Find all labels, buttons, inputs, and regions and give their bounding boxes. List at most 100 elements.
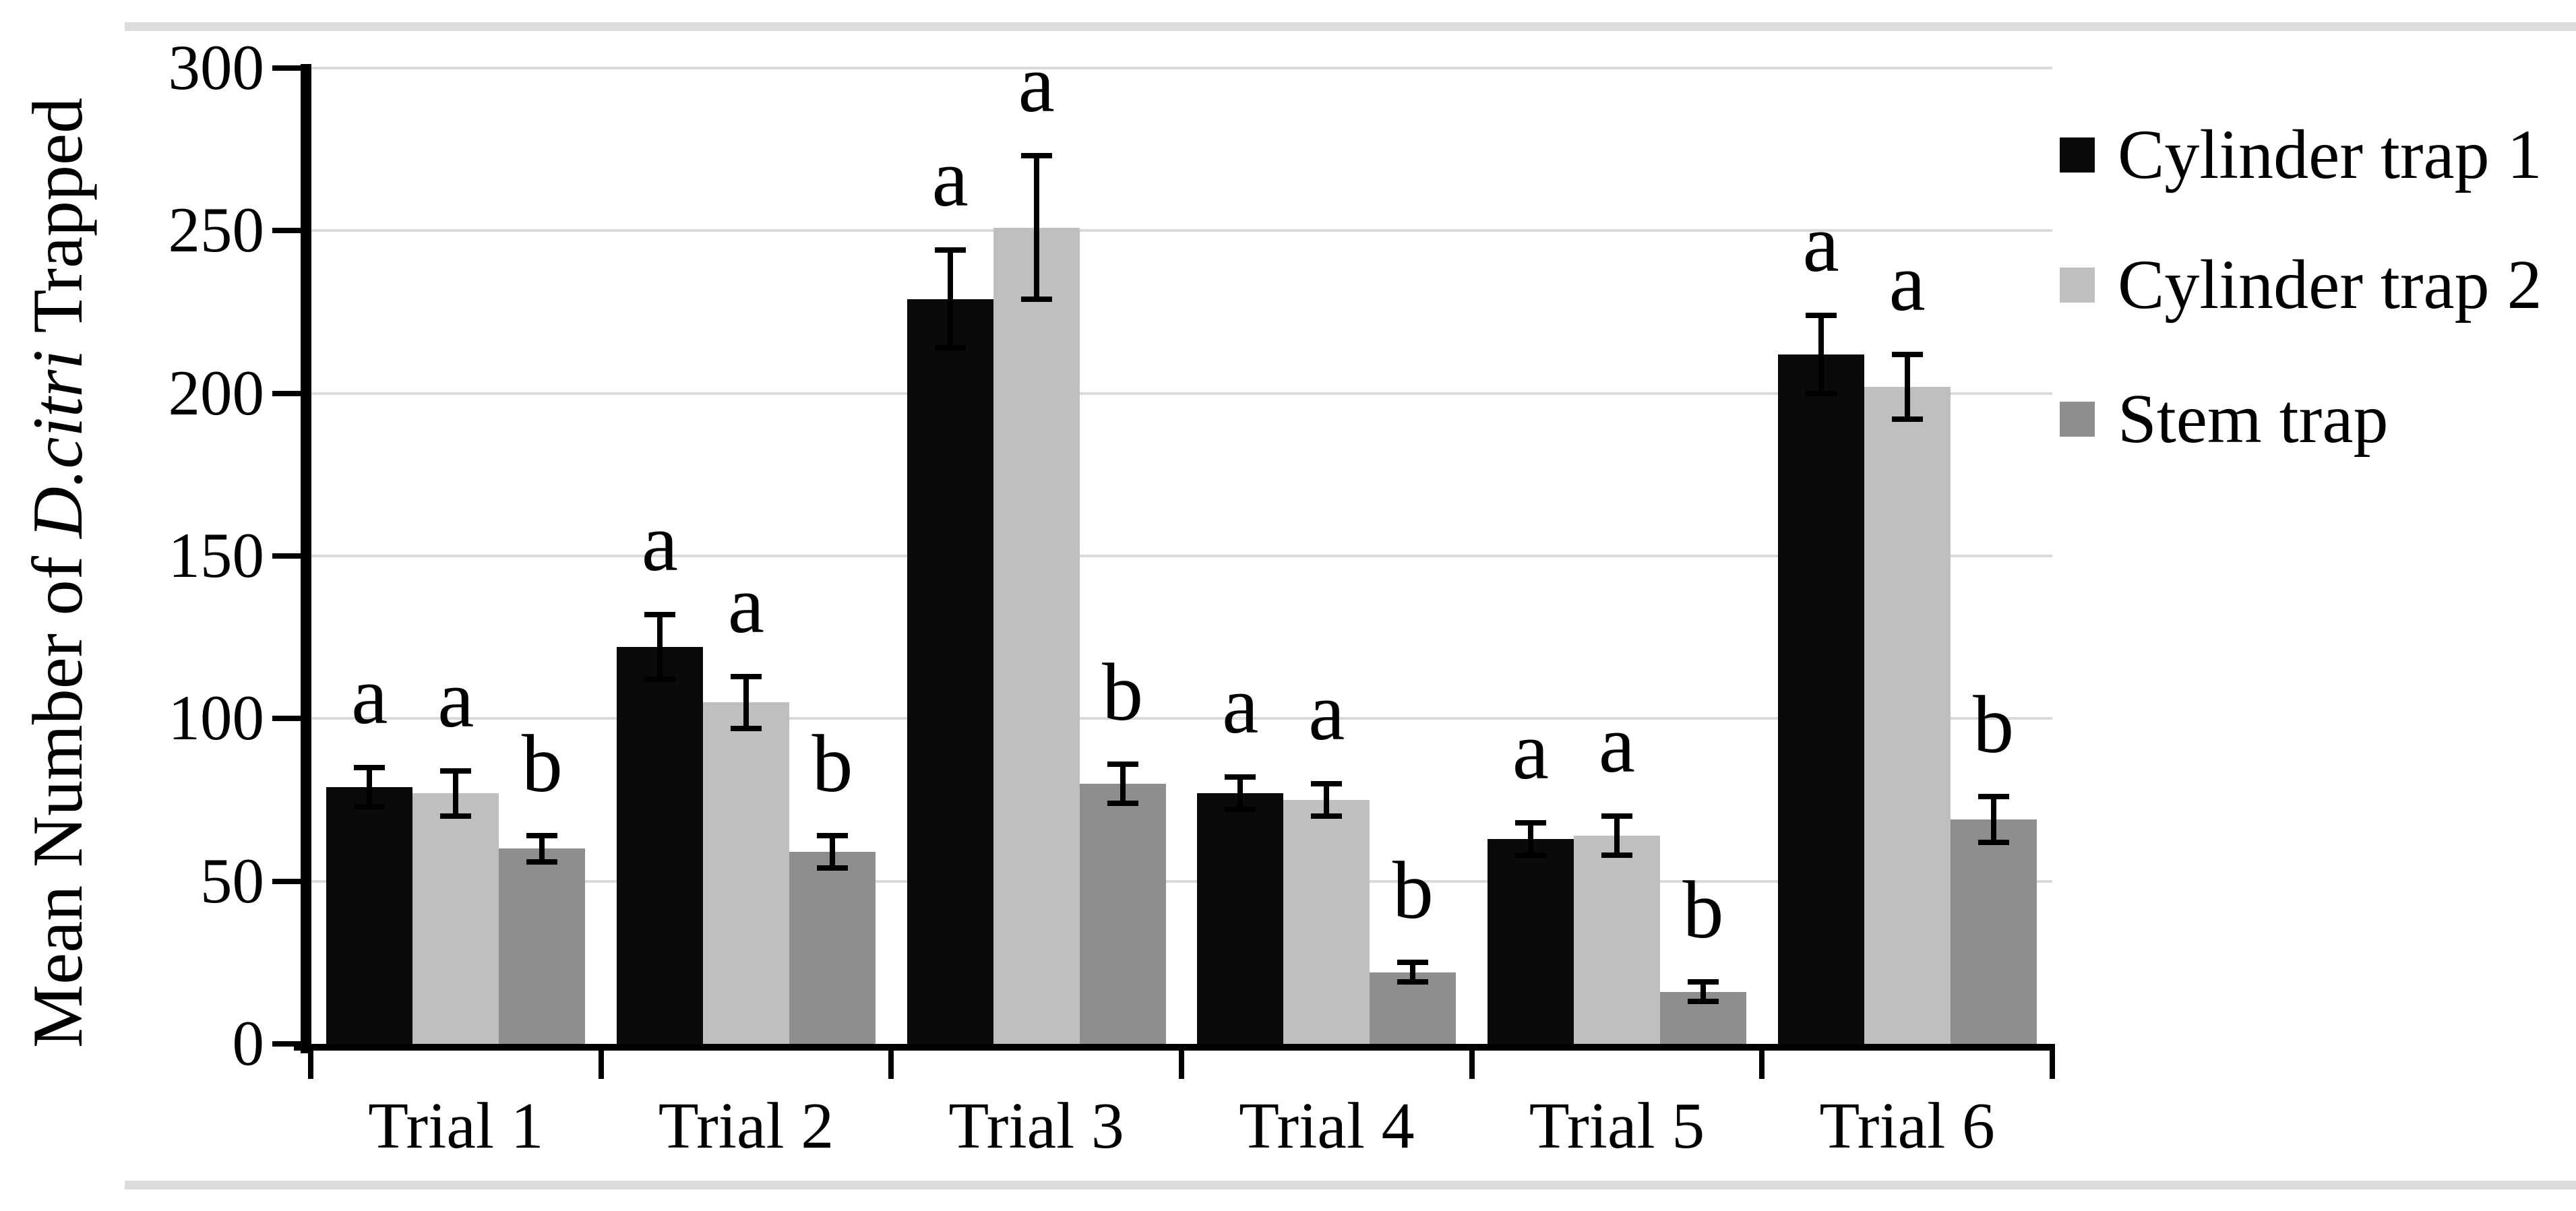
y-axis-tick [272,878,302,884]
error-bar-cap-top [934,247,966,253]
x-axis-tick [598,1051,604,1079]
bar [326,786,413,1044]
error-bar-cap-bottom [1397,979,1429,985]
error-bar-whisker [539,836,545,862]
error-bar-cap-top [1397,960,1429,966]
y-tick-label: 50 [200,844,264,917]
error-bar-cap-top [1225,774,1256,780]
error-bar-whisker [1700,982,1706,1002]
bar [1283,800,1370,1044]
error-bar-cap-top [1020,153,1052,159]
error-bar-cap-top [1977,794,2009,800]
bar [907,299,993,1044]
error-bar-cap-top [1805,312,1837,318]
error-bar-cap-bottom [1805,390,1837,396]
gridline-y-50 [311,879,2052,883]
error-bar-cap-bottom [526,859,558,865]
error-bar-cap-bottom [1225,807,1256,813]
error-bar-whisker [1990,797,1996,842]
legend-item: Stem trap [2060,379,2388,460]
y-axis-title-prefix: Mean Number of [18,538,97,1049]
significance-letter: b [1392,845,1434,937]
significance-letter: a [351,650,388,741]
error-bar-cap-bottom [731,725,762,731]
significance-letter: a [437,653,474,745]
error-bar-cap-top [731,673,762,679]
significance-letter: a [931,133,969,224]
significance-letter: a [1598,699,1636,790]
error-bar-whisker [453,770,459,817]
significance-letter: b [1682,865,1724,956]
x-axis-tick [1759,1051,1765,1079]
error-bar-cap-bottom [1020,296,1052,302]
y-axis-tick [272,65,302,71]
significance-letter: b [521,718,563,810]
error-bar-cap-top [1688,979,1719,985]
significance-letter: b [1973,679,2015,771]
x-category-label: Trial 5 [1529,1090,1705,1162]
error-bar-cap-top [1891,351,1923,357]
error-bar-cap-top [817,833,848,839]
error-bar-whisker [1818,315,1824,394]
bar [1950,819,2037,1044]
legend-label: Cylinder trap 2 [2118,246,2542,323]
y-tick-label: 300 [168,32,265,103]
significance-letter: a [641,497,679,588]
error-bar-whisker [1324,783,1330,817]
significance-letter: a [1889,237,1926,328]
error-bar-cap-bottom [1891,416,1923,423]
error-bar-cap-top [1107,761,1138,767]
significance-letter: b [811,718,853,810]
bar [412,793,499,1044]
page-edge-bottom [125,1181,2576,1189]
y-axis-tick [272,228,302,234]
gridline-y-100 [311,717,2052,720]
y-axis-line [301,64,311,1053]
x-category-label: Trial 1 [368,1090,544,1162]
error-bar-whisker [830,836,835,869]
x-category-label: Trial 6 [1819,1090,1995,1162]
x-axis-line [294,1044,2055,1051]
legend-label: Cylinder trap 1 [2118,116,2542,193]
error-bar-cap-top [526,833,558,839]
gridline-y-250 [311,229,2052,232]
error-bar-cap-top [1515,819,1546,826]
x-axis-tick [1179,1051,1184,1079]
error-bar-cap-top [440,768,472,774]
error-bar-cap-top [644,611,675,617]
significance-letter: b [1102,646,1144,738]
y-axis-tick [272,553,302,559]
error-bar-cap-bottom [1515,852,1546,859]
significance-letter: a [1802,197,1839,289]
error-bar-cap-bottom [1311,813,1343,819]
x-axis-tick [888,1051,894,1079]
x-category-label: Trial 4 [1239,1090,1415,1162]
gridline-y-200 [311,392,2052,395]
y-tick-label: 100 [168,682,265,754]
error-bar-cap-bottom [1107,800,1138,806]
significance-letter: a [1512,705,1550,797]
legend-item: Cylinder trap 1 [2060,115,2542,195]
error-bar-cap-bottom [1601,852,1632,859]
y-tick-label: 150 [168,520,265,591]
error-bar-cap-top [1601,813,1632,819]
x-axis-tick [2050,1051,2055,1079]
error-bar-cap-bottom [644,677,675,683]
bar [1079,783,1166,1044]
bar [1864,387,1951,1044]
error-bar-whisker [367,767,373,807]
significance-letter: a [727,559,765,650]
legend-label: Stem trap [2118,380,2389,458]
bar [703,702,789,1044]
error-bar-whisker [1410,962,1416,983]
significance-letter: a [1308,666,1345,757]
x-axis-tick [1469,1051,1475,1079]
error-bar-cap-top [354,764,386,770]
bar [1574,836,1660,1044]
error-bar-whisker [1528,822,1533,856]
bar [1488,838,1574,1044]
error-bar-whisker [1033,156,1039,299]
error-bar-cap-bottom [354,803,386,809]
x-category-label: Trial 2 [658,1090,834,1162]
